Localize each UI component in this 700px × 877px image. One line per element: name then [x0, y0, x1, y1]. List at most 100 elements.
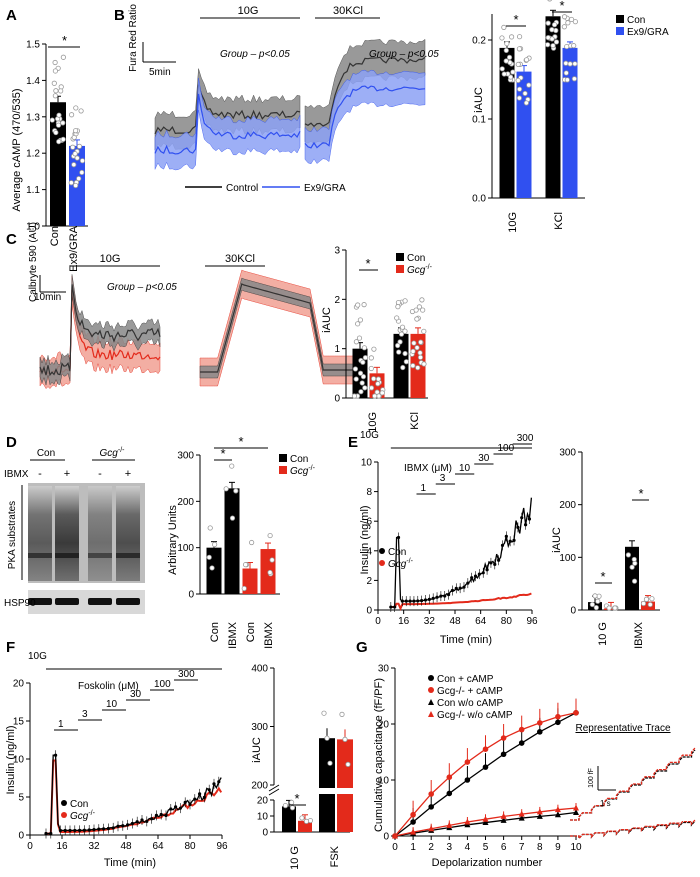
- c-trace-con-1-band: [39, 274, 161, 386]
- panel-label-g: G: [356, 639, 368, 656]
- b2-bar-ex9-kcl-pt-14: [571, 43, 577, 49]
- c2-bar-gcg-kcl-pt-10: [410, 348, 416, 354]
- b2-bar-con-10g-pt-9: [499, 66, 505, 72]
- e-yticklabel-2: 4: [366, 546, 372, 557]
- e2-sig-1: *: [600, 569, 605, 584]
- a-ticklabel-2: 1.2: [26, 149, 40, 160]
- b2-bar-con-10g-pt-1: [510, 69, 516, 75]
- c2-bar-con-10g-pt-19: [362, 355, 369, 361]
- e2-bar-con-1-pt-2: [592, 593, 598, 599]
- a-bar-ex9-pt-13: [76, 143, 83, 149]
- d2-bar-2-pt-2: [242, 562, 249, 568]
- d-pka-label: PKA substrates: [7, 501, 18, 569]
- a-bar-ex9-pt-2: [68, 180, 74, 186]
- b2-bar-ex9-10g-pt-15: [523, 57, 530, 63]
- c2-bar-gcg-10g-pt-8: [368, 365, 374, 372]
- g-legend-m2: [428, 687, 434, 693]
- f-pt-con-4: [54, 753, 58, 757]
- e2-bar-con-2-pt-4: [631, 578, 638, 584]
- b-trace-ex9-1-line: [154, 93, 301, 155]
- b2-bar-ex9-kcl-pt-11: [564, 43, 570, 50]
- d2-legend-con: Con: [290, 454, 308, 465]
- g-xticklabel-0: 0: [392, 842, 398, 853]
- e-pt-con-34: [454, 586, 458, 590]
- g-yticklabel-3: 30: [378, 664, 390, 675]
- b2-bar-ex9-kcl-pt-12: [561, 14, 568, 20]
- panel-label-b: B: [114, 7, 125, 24]
- chart-f-insulin: 0 5 10 15 20 0 16 32 48 64 80 96 1 3 10 30 100 300: [13, 668, 228, 852]
- b2-ticklabel-2: 0.2: [472, 36, 486, 47]
- g-pt-3-3: [446, 821, 453, 828]
- b2-bar-con-kcl: [545, 16, 561, 198]
- a-bar-con-pt-4: [55, 122, 62, 128]
- b2-bar-ex9-10g-pt-10: [523, 100, 529, 106]
- e-pt-con-58: [500, 543, 505, 547]
- b2-bar-ex9-10g-pt-12: [515, 77, 521, 84]
- f-dose-label-1: 3: [82, 709, 88, 720]
- b2-ylabel: iAUC: [473, 87, 485, 113]
- g-xticklabel-5: 5: [483, 842, 489, 853]
- g-xlabel: Depolarization number: [432, 857, 543, 869]
- g-pt-0-5: [482, 764, 489, 770]
- d-hsp-label: HSP90: [4, 598, 36, 609]
- b-trace-ex9-1-band: [154, 77, 301, 171]
- d2-ticklabel-2: 200: [177, 497, 194, 508]
- c2-bar-gcg-kcl-pt-12: [417, 350, 423, 356]
- c2-bar-con-10g-pt-18: [359, 380, 365, 386]
- f-pt-con-46: [154, 813, 158, 817]
- chart-g-trace: [570, 747, 696, 841]
- g2-trace-gcg-camp: [570, 747, 696, 821]
- a-bar-ex9-pt-5: [70, 144, 76, 150]
- d2-bar-0-pt-1: [206, 554, 212, 560]
- a-bar-con-pt-1: [51, 80, 57, 86]
- f-dose-label-2: 10: [106, 699, 118, 710]
- f-yticklabel-4: 20: [13, 679, 25, 690]
- g-pt-3-7: [518, 810, 525, 817]
- g-pt-1-2: [428, 791, 435, 797]
- f-pt-con-26: [106, 826, 110, 831]
- f-yticklabel-3: 15: [13, 717, 25, 728]
- a-bar-ex9-pt-14: [73, 182, 79, 189]
- d2-bar-2-pt-1: [249, 539, 255, 546]
- f2-tlowlabel-2: 20: [257, 796, 269, 807]
- e-pt-con-24: [435, 595, 439, 599]
- d-lane-1: [55, 486, 79, 581]
- f-pt-con-10: [68, 828, 72, 833]
- d-hsp-band-2: [88, 598, 112, 605]
- g-xticklabel-10: 10: [570, 842, 582, 853]
- f2-bar-gcg-1-pt-2: [303, 818, 310, 824]
- b2-bar-con-10g: [499, 47, 515, 199]
- e-legend-con: Con: [388, 547, 406, 558]
- f-pt-con-20: [92, 827, 96, 832]
- c2-bar-gcg-10g-pt-13: [371, 346, 377, 352]
- c2-bar-con-10g-pt-15: [357, 370, 364, 376]
- e2-ticklabel-0: 0: [570, 606, 576, 617]
- a-bar-con-pt-13: [56, 112, 62, 118]
- g-legend-m1: [428, 675, 434, 681]
- f2-bar-gcg-2-pt-1: [342, 736, 348, 742]
- b2-bar-ex9-kcl-pt-7: [564, 77, 570, 83]
- chart-c-iauc: 0 1 2 3 *: [334, 246, 428, 405]
- c2-bar-gcg-kcl-pt-3: [410, 363, 416, 369]
- f-pt-con-44: [150, 817, 154, 821]
- a-ticklabel-1: 1.1: [26, 185, 40, 196]
- f2-break-1: [268, 788, 280, 796]
- chart-f-iauc: 0 10 20 200 300 400 *: [251, 664, 355, 839]
- f-period: 10G: [28, 651, 47, 662]
- f2-break-2: [268, 784, 280, 792]
- e-pt-con-54: [493, 562, 497, 566]
- c2-ticklabel-1: 1: [334, 344, 340, 355]
- d-lane1-sign: -: [38, 468, 42, 480]
- e2-bar-con-2-pt-2: [631, 556, 637, 563]
- c2-legend-con-swatch: [396, 253, 404, 261]
- e-pt-con-70: [523, 523, 528, 527]
- f-pt-con-14: [78, 828, 82, 832]
- c2-legend-gcg: Gcg-/-: [407, 264, 433, 276]
- g-pt-3-8: [536, 808, 543, 815]
- c2-cat-kcl: KCl: [409, 412, 421, 430]
- b-legend-ex9: Ex9/GRA: [304, 183, 346, 194]
- e-dose-label-4: 100: [498, 443, 515, 454]
- a-bar-ex9-pt-4: [79, 158, 86, 164]
- g-pt-1-5: [482, 746, 489, 752]
